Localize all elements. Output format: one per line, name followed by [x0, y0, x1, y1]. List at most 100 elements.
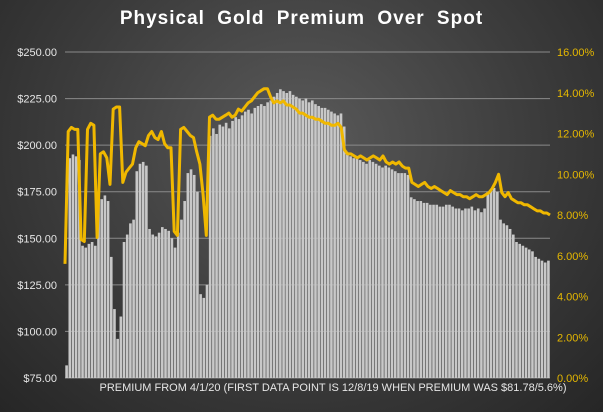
premium-dollar-bar — [138, 163, 142, 378]
premium-dollar-bar — [87, 243, 91, 378]
premium-dollar-bar — [176, 232, 180, 378]
premium-percent-line — [63, 87, 551, 264]
premium-dollar-bar — [186, 173, 190, 378]
premium-dollar-bar — [505, 225, 509, 378]
premium-dollar-bar — [397, 173, 400, 378]
x-axis-caption: PREMIUM FROM 4/1/20 (FIRST DATA POINT IS… — [99, 382, 566, 394]
premium-dollar-bar — [314, 104, 317, 378]
premium-dollar-bar — [371, 161, 375, 378]
premium-dollar-bar — [237, 119, 241, 378]
premium-dollar-bar — [349, 156, 352, 378]
premium-dollar-bar — [531, 251, 534, 378]
premium-dollar-bar — [534, 256, 537, 378]
premium-dollar-bar — [496, 191, 499, 378]
premium-dollar-bar — [212, 128, 215, 378]
premium-dollar-bar — [151, 234, 155, 378]
premium-dollar-bar — [90, 242, 94, 378]
premium-dollar-bar — [323, 107, 327, 378]
premium-dollar-bar — [362, 161, 365, 378]
right-tick-label: 4.00% — [557, 292, 588, 304]
premium-dollar-bar — [416, 201, 419, 378]
premium-dollar-bar — [250, 113, 253, 378]
premium-dollar-bar — [208, 135, 212, 378]
right-axis-ticks: 0.00% 2.00% 4.00% 6.00% 8.00% 10.00% 12.00% 14.… — [557, 47, 595, 385]
premium-dollar-bar — [435, 204, 439, 378]
left-tick-label: $125.00 — [17, 280, 57, 292]
premium-dollar-bar — [508, 228, 512, 378]
premium-dollar-bar — [148, 228, 151, 378]
premium-dollar-bar — [403, 173, 407, 378]
premium-dollar-bar — [279, 89, 282, 378]
premium-dollar-bar — [441, 206, 445, 378]
premium-dollar-bar — [218, 124, 222, 379]
premium-dollar-bar — [515, 242, 518, 378]
premium-dollar-bar — [285, 92, 289, 378]
premium-dollar-bar — [129, 223, 132, 378]
premium-dollar-bar — [438, 206, 442, 378]
premium-dollar-bar — [413, 199, 416, 378]
premium-dollar-bar — [247, 109, 250, 378]
premium-dollar-bar — [167, 230, 171, 378]
premium-dollar-bar — [196, 191, 199, 378]
premium-dollar-bar — [170, 238, 174, 378]
premium-dollar-bar — [132, 219, 135, 378]
premium-dollar-bar — [521, 245, 525, 378]
premium-dollar-bar — [346, 154, 349, 378]
right-tick-label: 0.00% — [557, 373, 588, 385]
premium-dollar-bar — [189, 169, 193, 378]
premium-dollar-bar — [492, 187, 496, 378]
premium-dollar-bar — [381, 167, 384, 378]
premium-dollar-bar — [71, 154, 75, 378]
premium-dollar-bar — [467, 208, 470, 378]
premium-dollar-bar — [317, 106, 320, 379]
premium-dollar-bar — [333, 113, 336, 378]
premium-dollar-bar — [205, 284, 209, 378]
premium-dollar-bar — [537, 258, 541, 378]
premium-dollar-bar — [547, 260, 550, 378]
premium-dollar-bar — [358, 160, 362, 378]
premium-dollar-bar — [141, 161, 145, 378]
chart-title: Physical Gold Premium Over Spot — [119, 8, 484, 29]
premium-dollar-bar — [352, 158, 356, 378]
premium-dollar-bar — [78, 160, 81, 378]
premium-dollar-bar — [202, 297, 206, 378]
premium-dollar-bar — [473, 210, 477, 378]
premium-dollar-bar — [451, 206, 454, 378]
premium-dollar-bar — [145, 165, 148, 378]
premium-dollar-bar — [106, 201, 110, 378]
premium-dollar-bar — [180, 219, 183, 378]
premium-dollar-bar — [419, 201, 423, 378]
premium-dollar-bar — [326, 109, 330, 378]
premium-dollar-bar — [192, 174, 196, 378]
premium-dollar-bar — [486, 191, 490, 378]
premium-dollar-bar — [103, 195, 107, 378]
left-tick-label: $225.00 — [17, 94, 57, 106]
left-tick-label: $75.00 — [23, 373, 57, 385]
premium-dollar-bar — [387, 167, 391, 378]
premium-dollar-bar — [263, 106, 266, 379]
premium-dollar-bar — [301, 100, 305, 379]
premium-dollar-bar — [429, 204, 432, 378]
premium-dollar-bar — [298, 98, 301, 378]
left-tick-label: $250.00 — [17, 47, 57, 59]
left-tick-label: $175.00 — [17, 187, 57, 199]
premium-dollar-bar — [116, 338, 119, 378]
premium-dollar-bar — [269, 100, 273, 379]
premium-dollar-bar — [454, 208, 458, 378]
premium-dollar-bar — [109, 256, 113, 378]
right-tick-label: 14.00% — [557, 88, 595, 100]
premium-dollar-bar — [288, 91, 292, 379]
premium-dollar-bar — [336, 115, 340, 378]
premium-dollar-bar — [457, 208, 461, 378]
premium-dollar-bar — [183, 201, 186, 378]
premium-dollar-bar — [275, 92, 279, 378]
premium-dollar-bar — [221, 126, 225, 378]
premium-dollar-bar — [161, 227, 164, 378]
premium-dollar-bar — [460, 210, 464, 378]
right-tick-label: 8.00% — [557, 210, 588, 222]
premium-dollar-bar — [307, 102, 311, 379]
premium-dollar-bar — [100, 199, 104, 378]
premium-dollar-bar — [409, 197, 413, 378]
